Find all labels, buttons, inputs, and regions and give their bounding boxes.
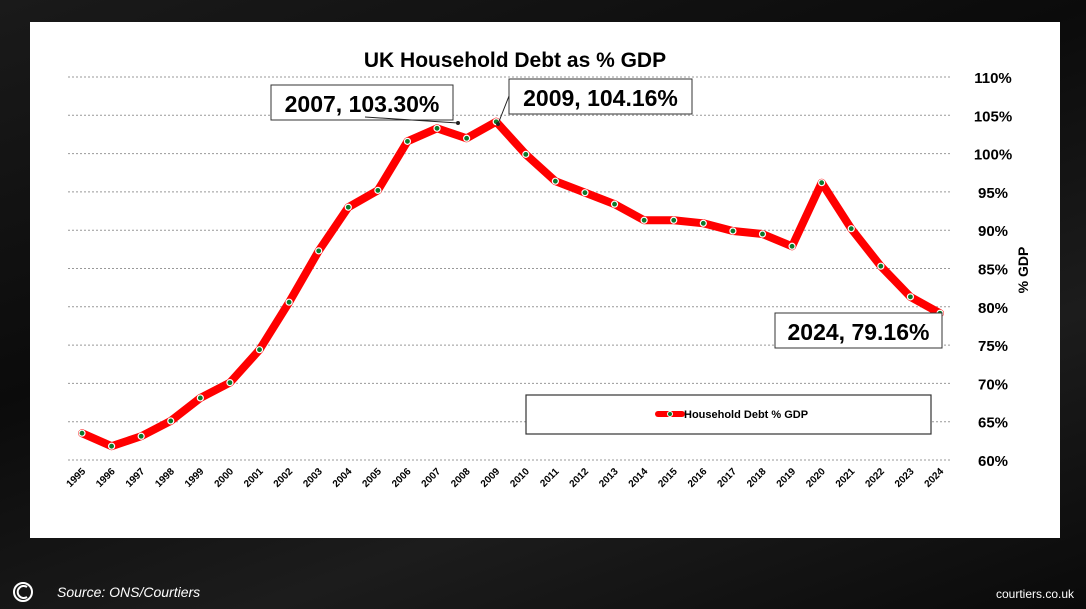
- x-tick-label: 2015: [656, 466, 680, 490]
- data-point: [670, 216, 678, 224]
- y-tick-label: 110%: [974, 70, 1012, 87]
- data-point: [167, 417, 175, 425]
- data-point: [226, 379, 234, 387]
- y-tick-label: 60%: [978, 453, 1008, 470]
- annotation-label: 2009, 104.16%: [523, 85, 678, 111]
- annotation-box: [508, 78, 693, 115]
- x-tick-label: 2007: [420, 466, 444, 490]
- data-point: [463, 134, 471, 142]
- annotation-label: 2024, 79.16%: [788, 319, 930, 345]
- data-point: [403, 137, 412, 145]
- data-point: [551, 177, 559, 185]
- x-tick-label: 1999: [183, 466, 207, 490]
- data-point: [847, 225, 855, 233]
- data-point: [788, 242, 796, 250]
- x-tick-label: 2013: [597, 466, 621, 490]
- x-tick-label: 2006: [390, 466, 414, 490]
- x-tick-label: 2004: [331, 466, 355, 490]
- x-tick-label: 2009: [479, 466, 503, 490]
- line-chart: UK Household Debt as % GDP 60% 65% 70% 75% 80…: [65, 49, 1031, 490]
- x-tick-label: 2014: [627, 466, 651, 490]
- data-point: [818, 179, 826, 187]
- x-tick-label: 2002: [272, 466, 296, 490]
- y-tick-label: 85%: [978, 262, 1008, 279]
- y-axis-label: % GDP: [1015, 247, 1031, 294]
- x-tick-label: 1997: [124, 466, 148, 490]
- data-point: [610, 200, 619, 208]
- x-tick-label: 2017: [716, 466, 740, 490]
- y-tick-label: 70%: [978, 376, 1008, 393]
- annotation-arrowhead: [456, 121, 460, 125]
- data-point: [729, 227, 737, 235]
- data-point: [581, 189, 589, 197]
- data-point: [522, 150, 530, 158]
- data-point: [196, 394, 204, 402]
- annotation-box: [774, 312, 943, 349]
- x-tick-label: 2016: [686, 466, 710, 490]
- legend-label: Household Debt % GDP: [684, 409, 808, 421]
- data-point: [107, 442, 116, 450]
- x-tick-label: 1996: [94, 466, 118, 490]
- data-point: [758, 230, 767, 238]
- y-tick-label: 105%: [974, 108, 1012, 125]
- x-tick-label: 1995: [65, 466, 89, 490]
- annotation-leader: [497, 95, 510, 125]
- x-tick-label: 2022: [863, 466, 887, 490]
- x-tick-label: 2008: [449, 466, 473, 490]
- annotation-arrowhead: [496, 122, 500, 126]
- series-line: [78, 117, 944, 451]
- data-point: [78, 429, 86, 437]
- x-tick-label: 2003: [301, 466, 325, 490]
- x-tick-label: 2000: [213, 466, 237, 490]
- data-point: [699, 219, 707, 227]
- data-point: [137, 432, 145, 440]
- data-point: [433, 124, 441, 132]
- x-tick-label: 2011: [538, 466, 561, 489]
- data-point: [877, 262, 885, 270]
- website-link[interactable]: courtiers.co.uk: [995, 587, 1074, 601]
- annotation-box: [270, 84, 454, 121]
- annotation-label: 2007, 103.30%: [285, 91, 440, 117]
- data-point: [315, 247, 323, 255]
- x-tick-label: 2023: [893, 466, 917, 490]
- legend-marker: [667, 411, 673, 417]
- x-tick-label: 2024: [923, 466, 947, 490]
- x-tick-label: 2019: [775, 466, 799, 490]
- data-point: [285, 298, 293, 306]
- x-tick-label: 2018: [745, 466, 769, 490]
- courtiers-logo-icon: [13, 582, 33, 602]
- y-tick-label: 95%: [978, 185, 1008, 202]
- chart-panel: UK Household Debt as % GDP 60% 65% 70% 75% 80…: [30, 22, 1060, 538]
- x-tick-label: 1998: [153, 466, 177, 490]
- data-point: [374, 186, 382, 194]
- source-note: Source: ONS/Courtiers: [57, 584, 201, 600]
- annotation-leader: [364, 116, 459, 124]
- x-tick-label: 2020: [804, 466, 828, 490]
- y-tick-label: 80%: [978, 300, 1008, 317]
- y-tick-label: 65%: [978, 415, 1008, 432]
- x-tick-label: 2021: [834, 466, 858, 490]
- data-point: [640, 216, 648, 224]
- y-tick-label: 100%: [974, 147, 1012, 164]
- data-point: [344, 203, 352, 211]
- y-tick-label: 90%: [978, 223, 1008, 240]
- legend-box: [525, 394, 932, 435]
- x-tick-label: 2010: [508, 466, 532, 490]
- data-point: [255, 346, 264, 354]
- data-point: [906, 293, 915, 301]
- x-tick-label: 2005: [360, 466, 384, 490]
- x-tick-label: 2012: [568, 466, 592, 490]
- x-tick-label: 2001: [242, 466, 266, 490]
- chart-title: UK Household Debt as % GDP: [364, 49, 666, 72]
- y-tick-label: 75%: [978, 338, 1008, 355]
